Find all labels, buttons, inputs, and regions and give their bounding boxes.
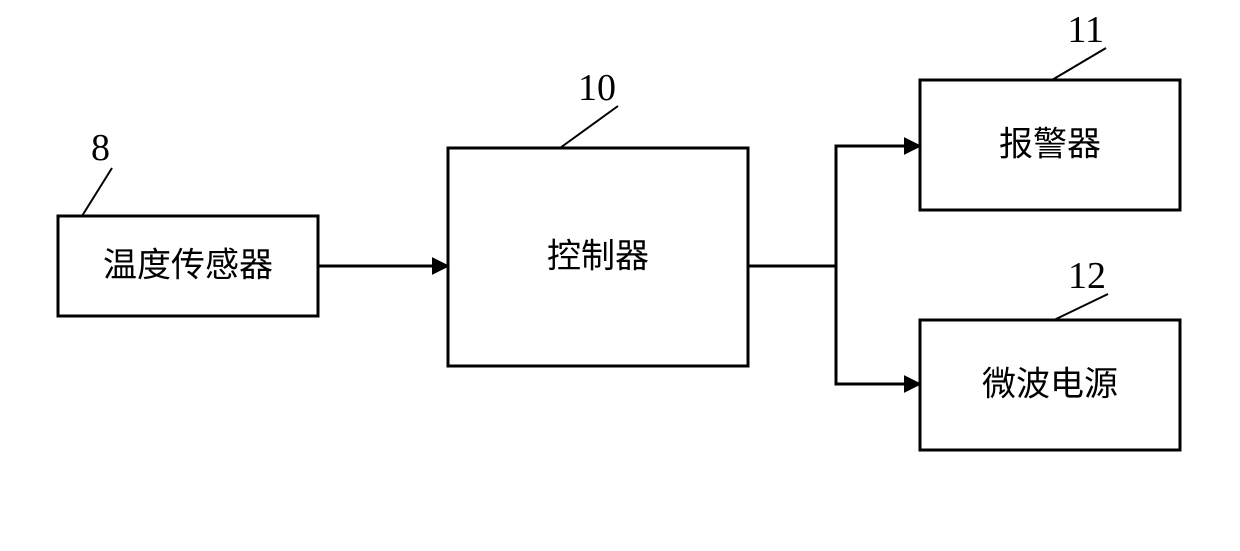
node-number-sensor: 8 <box>91 127 110 169</box>
edge-controller-alarm <box>748 146 920 266</box>
leader-sensor <box>82 168 112 216</box>
node-power: 微波电源 12 <box>920 255 1180 450</box>
node-controller: 控制器 10 <box>448 67 748 366</box>
edge-controller-power <box>748 266 920 384</box>
node-sensor: 温度传感器 8 <box>58 127 318 316</box>
leader-controller <box>560 106 618 148</box>
node-label-alarm: 报警器 <box>999 126 1101 164</box>
block-diagram: 温度传感器 8 控制器 10 报警器 11 微波电源 12 <box>0 0 1240 551</box>
node-label-controller: 控制器 <box>547 238 649 276</box>
leader-alarm <box>1052 48 1106 80</box>
node-label-power: 微波电源 <box>982 366 1118 404</box>
node-label-sensor: 温度传感器 <box>103 247 273 285</box>
node-number-alarm: 11 <box>1067 9 1104 51</box>
node-number-power: 12 <box>1068 255 1106 297</box>
leader-power <box>1054 294 1108 320</box>
node-alarm: 报警器 11 <box>920 9 1180 210</box>
node-number-controller: 10 <box>578 67 616 109</box>
